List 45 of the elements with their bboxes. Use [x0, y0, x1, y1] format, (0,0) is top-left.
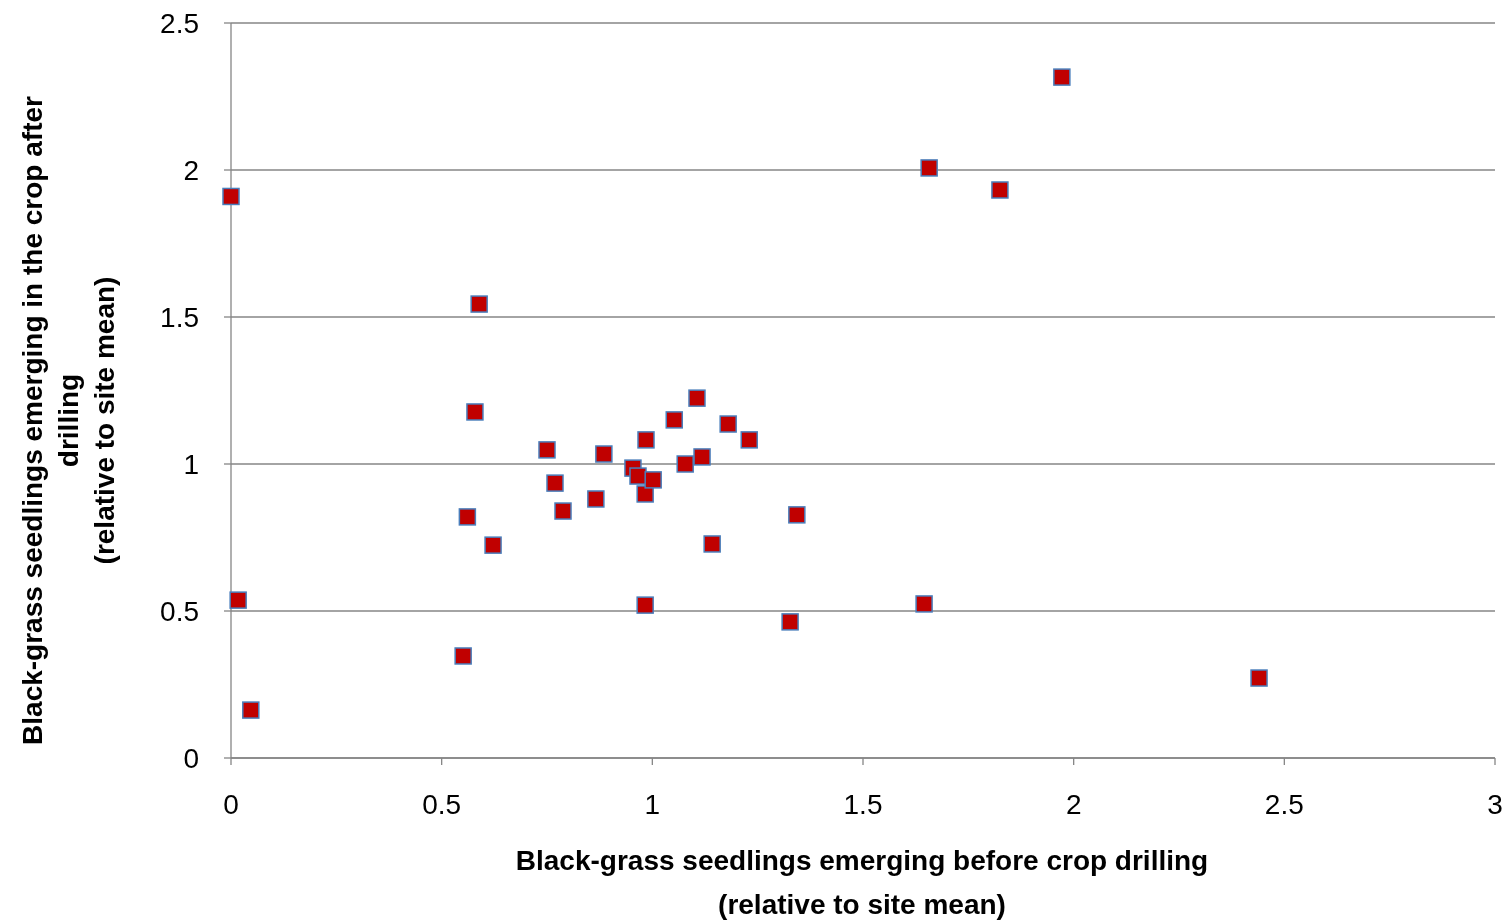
point: [665, 411, 683, 429]
y-tick-label: 2.5: [160, 7, 199, 39]
x-tick-label: 0: [223, 789, 239, 820]
point: [788, 506, 806, 524]
point: [454, 647, 472, 665]
point: [644, 471, 662, 489]
point: [595, 445, 613, 463]
y-tick-label: 1.5: [160, 301, 199, 333]
point: [693, 448, 711, 466]
x-tick-label: 1.5: [843, 789, 883, 820]
x-tick-label: 2.5: [1264, 789, 1304, 820]
x-axis-title: Black-grass seedlings emerging before crop drilling (relative to site mean): [515, 845, 1209, 920]
point: [719, 415, 737, 433]
y-tick-label: 0.5: [160, 595, 199, 627]
point: [740, 431, 758, 449]
point: [546, 474, 564, 492]
y-tick-label: 1: [183, 448, 199, 480]
point: [484, 536, 502, 554]
point: [1250, 669, 1268, 687]
point: [637, 431, 655, 449]
point: [991, 181, 1009, 199]
point: [242, 701, 260, 719]
point: [1053, 68, 1071, 86]
point: [703, 535, 721, 553]
y-tick-label: 2: [183, 154, 199, 186]
point: [920, 159, 938, 177]
x-tick-label: 0.5: [422, 789, 462, 820]
point: [636, 596, 654, 614]
point: [229, 591, 247, 609]
point: [458, 508, 477, 526]
y-axis-title: Black-grass seedlings emerging in the crop after drilling (relative to site mean): [17, 95, 120, 745]
point: [470, 295, 488, 313]
x-tick-label: 1: [644, 789, 661, 820]
x-tick-label: 2: [1065, 789, 1082, 820]
point: [587, 490, 605, 508]
point: [466, 403, 484, 421]
point: [554, 502, 572, 520]
point: [676, 455, 694, 473]
point: [222, 187, 240, 206]
y-tick-label: 0: [183, 742, 199, 774]
point: [538, 441, 556, 459]
x-tick-label: 3: [1487, 789, 1503, 820]
point: [781, 613, 799, 631]
point: [915, 595, 933, 613]
point: [688, 389, 706, 407]
